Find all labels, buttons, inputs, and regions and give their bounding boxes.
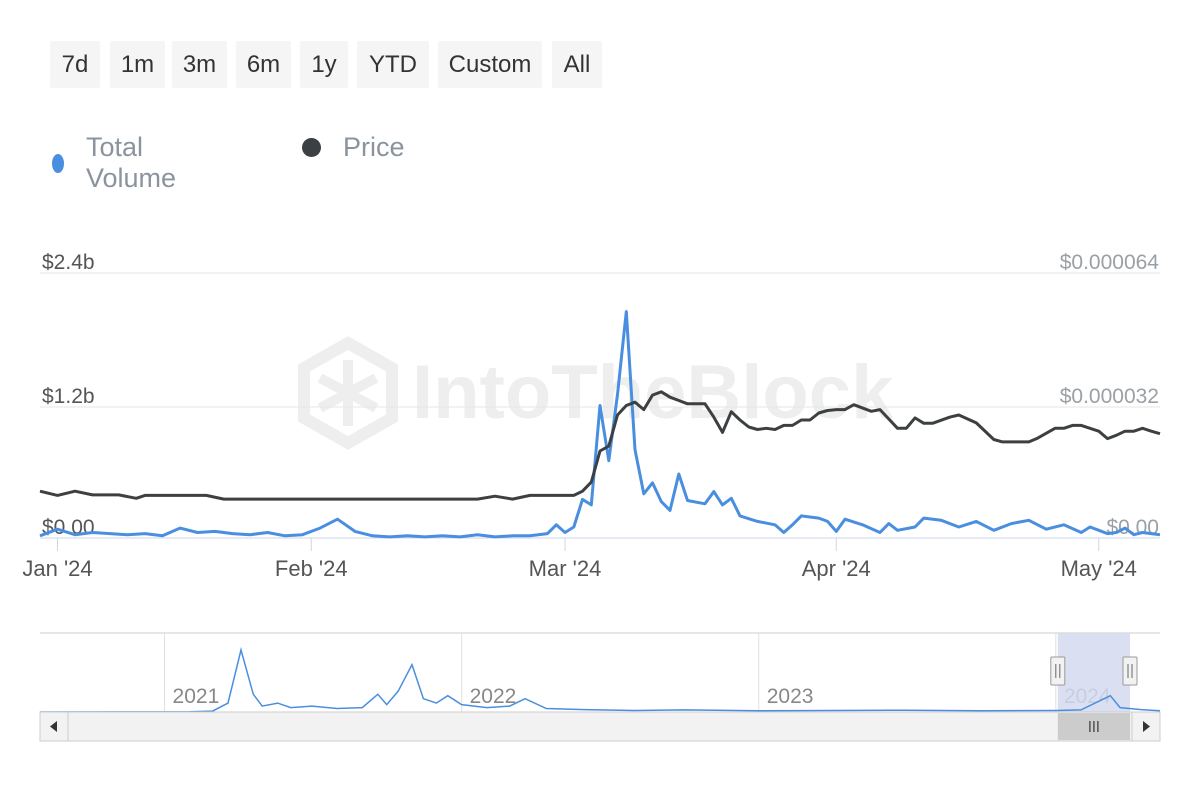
legend-label-price: Price [343,132,405,162]
y-left-tick-label: $0.00 [42,516,95,539]
watermark-logo-icon [298,336,398,450]
x-tick-label: Apr '24 [802,556,871,581]
range-button-custom[interactable]: Custom [438,41,542,88]
legend-label-total-volume: Total Volume [85,132,176,193]
range-button-1y[interactable]: 1y [300,41,348,88]
scroll-right-arrow-icon [1143,721,1150,732]
y-left-tick-label: $1.2b [42,385,95,408]
scrollbar[interactable] [39,711,1161,742]
watermark-logo-mark-icon [317,360,379,426]
range-button-7d[interactable]: 7d [50,41,100,88]
x-tick-label: Feb '24 [275,556,348,581]
range-button-3m[interactable]: 3m [172,41,227,88]
range-button-1m[interactable]: 1m [110,41,165,88]
navigator-year-label: 2022 [470,685,517,708]
price-dot-icon [302,138,321,157]
range-button-6m[interactable]: 6m [236,41,291,88]
navigator-year-label: 2021 [173,685,220,708]
watermark: IntoTheBlock [298,336,894,450]
range-button-all[interactable]: All [552,41,602,88]
scrollbar-track[interactable] [39,711,1161,742]
series-line-price [39,390,1161,501]
range-button-ytd[interactable]: YTD [357,41,429,88]
total-volume-dot-icon [52,153,64,173]
series-line-total-volume [39,310,1161,539]
y-left-tick-label: $2.4b [42,251,95,274]
y-right-tick-label: $0.000032 [1060,385,1159,408]
y-right-tick-label: $0.000064 [1060,251,1160,274]
watermark-text: IntoTheBlock [412,350,894,435]
navigator: 2021202220232024 [39,632,1161,713]
x-tick-label: May '24 [1061,556,1137,581]
navigator-series-line [39,646,1161,713]
legend-item-total-volume[interactable]: Total Volume [52,132,183,194]
legend-item-price[interactable]: Price [302,132,405,163]
navigator-right-handle[interactable] [1122,656,1138,686]
navigator-left-handle[interactable] [1050,656,1066,686]
x-tick-label: Jan '24 [22,556,92,581]
x-tick-label: Mar '24 [529,556,602,581]
navigator-year-label: 2023 [767,685,814,708]
scroll-left-arrow-icon [50,721,57,732]
navigator-selection[interactable] [1057,633,1130,712]
